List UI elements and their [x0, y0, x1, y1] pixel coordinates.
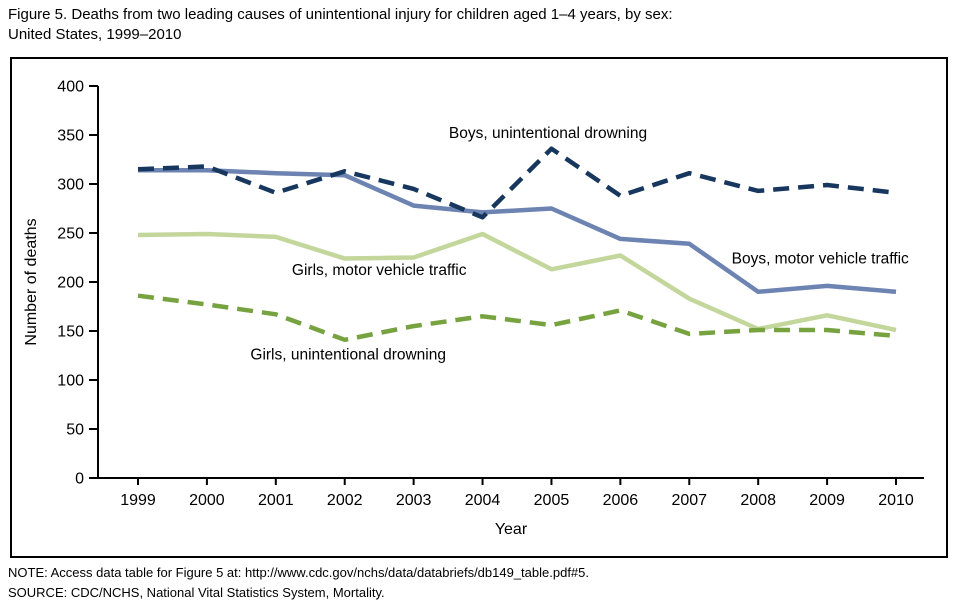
series-line-girls-motor-vehicle-traffic — [137, 231, 897, 333]
x-tick-label: 2000 — [189, 492, 225, 509]
figure-title-line1: Figure 5. Deaths from two leading causes… — [8, 6, 673, 23]
series-label-boys-unintentional-drowning: Boys, unintentional drowning — [449, 125, 647, 142]
series-label-boys-motor-vehicle-traffic: Boys, motor vehicle traffic — [732, 251, 909, 268]
x-tick-label: 2004 — [465, 492, 501, 509]
x-tick-label: 2001 — [258, 492, 294, 509]
y-tick-label: 350 — [57, 128, 84, 145]
figure-title-line2: United States, 1999–2010 — [8, 25, 182, 43]
x-tick-label: 2006 — [603, 492, 639, 509]
x-tick-label: 2009 — [809, 492, 845, 509]
x-tick-label: 2002 — [327, 492, 363, 509]
figure-notes: NOTE: Access data table for Figure 5 at:… — [8, 563, 589, 602]
series-line-girls-unintentional-drowning — [137, 293, 897, 343]
y-axis-title: Number of deaths — [23, 218, 40, 345]
y-tick-label: 300 — [57, 177, 84, 194]
y-tick-label: 0 — [75, 471, 84, 488]
line-chart: 0 50 100 150 200 250 300 350 400 1999 2000 2001 2002… — [23, 79, 924, 538]
source-text: SOURCE: CDC/NCHS, National Vital Statist… — [8, 584, 385, 600]
y-tick-label: 250 — [57, 226, 84, 243]
chart-frame: 0 50 100 150 200 250 300 350 400 1999 2000 2001 2002… — [10, 57, 948, 558]
x-axis-title: Year — [495, 521, 528, 538]
x-tick-label: 2008 — [740, 492, 776, 509]
y-tick-label: 400 — [57, 79, 84, 96]
series-line-boys-motor-vehicle-traffic — [138, 168, 897, 295]
x-tick-label: 1999 — [120, 492, 156, 509]
y-tick-label: 50 — [66, 422, 84, 439]
note-text: NOTE: Access data table for Figure 5 at:… — [8, 565, 590, 580]
series-label-girls-unintentional-drowning: Girls, unintentional drowning — [250, 347, 446, 364]
y-tick-label: 100 — [57, 373, 84, 390]
series-label-girls-motor-vehicle-traffic: Girls, motor vehicle traffic — [292, 262, 467, 279]
y-tick-label: 200 — [57, 275, 84, 292]
figure-title: Figure 5. Deaths from two leading causes… — [8, 5, 673, 44]
x-tick-label: 2005 — [534, 492, 570, 509]
x-tick-label: 2010 — [878, 492, 914, 509]
x-tick-label: 2003 — [396, 492, 432, 509]
x-tick-label: 2007 — [671, 492, 707, 509]
y-tick-label: 150 — [57, 324, 84, 341]
series-line-boys-unintentional-drowning — [137, 146, 897, 220]
